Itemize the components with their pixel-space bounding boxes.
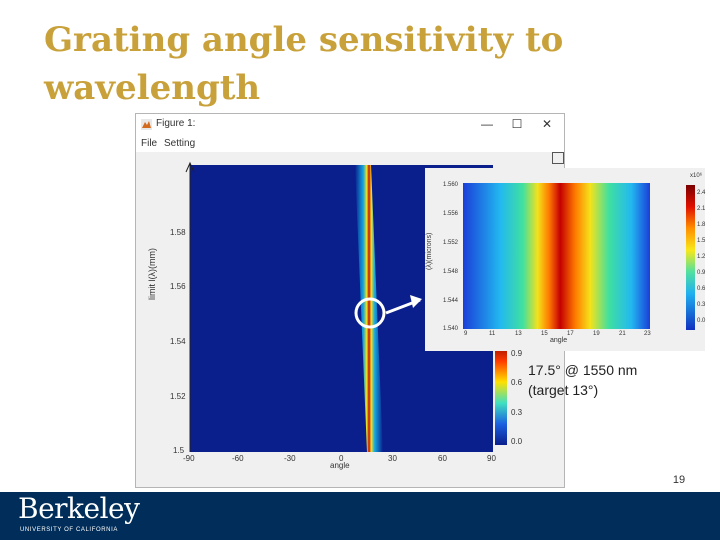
main-ytick: 1.52: [170, 392, 186, 401]
inset-colorbar-tick: 0.6: [697, 286, 706, 292]
inset-colorbar-tick: 1.2: [697, 254, 706, 260]
main-heatmap-band: [355, 165, 383, 452]
inset-colorbar-tick: 0.0: [697, 318, 706, 324]
main-ytick: 1.58: [170, 228, 186, 237]
inset-colorbar: [686, 185, 695, 330]
main-xtick: -60: [232, 454, 244, 463]
minimize-button[interactable]: —: [481, 117, 493, 131]
inset-colorbar-tick: 2.1: [697, 206, 706, 212]
inset-heatmap: [463, 183, 650, 329]
maximize-button[interactable]: ☐: [511, 117, 523, 131]
main-ytick: 1.5: [173, 446, 185, 455]
main-ytick: 1.56: [170, 282, 186, 291]
inset-ytick: 1.552: [443, 240, 459, 246]
inset-xtick: 13: [515, 331, 522, 337]
main-xtick: 90: [487, 454, 496, 463]
inset-colorbar-tick: 0.3: [697, 302, 706, 308]
inset-colorbar-tick: 2.4: [697, 190, 706, 196]
inset-colorbar-tick: 1.8: [697, 222, 706, 228]
page-number: 19: [672, 474, 686, 486]
inset-xtick: 15: [541, 331, 548, 337]
window-menubar: File Setting: [136, 136, 564, 152]
expand-icon[interactable]: [552, 152, 564, 164]
inset-xtick: 23: [644, 331, 651, 337]
main-ytick: 1.54: [170, 337, 186, 346]
footer-bar: [0, 492, 720, 540]
berkeley-logo-subtitle: UNIVERSITY OF CALIFORNIA: [20, 527, 118, 533]
close-button[interactable]: ✕: [541, 117, 553, 131]
main-ylabel: limit l(λ)(mm): [147, 248, 157, 300]
matlab-figure-icon: [141, 119, 152, 130]
main-xtick: 60: [438, 454, 447, 463]
main-xtick: -30: [284, 454, 296, 463]
inset-colorbar-tick: 0.9: [697, 270, 706, 276]
inset-ylabel: (λ)(microns): [426, 232, 433, 270]
inset-xtick: 9: [464, 331, 468, 337]
main-colorbar: [495, 340, 507, 445]
highlight-circle: [354, 297, 386, 329]
main-colorbar-tick: 0.3: [511, 408, 523, 417]
inset-xtick: 21: [619, 331, 626, 337]
inset-xlabel: angle: [550, 337, 568, 344]
window-titlebar: Figure 1: — ☐ ✕: [136, 114, 564, 136]
angle-annotation: 17.5° @ 1550 nm (target 13°): [528, 360, 637, 400]
inset-colorbar-tick: 1.5: [697, 238, 706, 244]
main-xtick: 0: [339, 454, 344, 463]
inset-colorbar-exponent: x10⁶: [690, 173, 703, 179]
inset-ytick: 1.548: [443, 269, 459, 275]
annotation-line-2: (target 13°): [528, 382, 599, 398]
main-colorbar-tick: 0.0: [511, 437, 523, 446]
main-colorbar-tick: 0.9: [511, 349, 523, 358]
inset-xtick: 19: [593, 331, 600, 337]
inset-xtick: 17: [567, 331, 574, 337]
main-colorbar-tick: 0.6: [511, 378, 523, 387]
window-title: Figure 1:: [156, 118, 196, 129]
inset-ytick: 1.560: [443, 182, 459, 188]
menu-setting[interactable]: Setting: [164, 138, 196, 149]
main-xtick: -90: [183, 454, 195, 463]
inset-ytick: 1.556: [443, 211, 459, 217]
inset-xtick: 11: [489, 331, 496, 337]
slide-title: Grating angle sensitivity to wavelength: [44, 20, 564, 108]
berkeley-logo: Berkeley: [18, 492, 140, 525]
inset-ytick: 1.540: [443, 326, 459, 332]
menu-file[interactable]: File: [141, 138, 158, 149]
main-xlabel: angle: [330, 461, 350, 470]
main-xtick: 30: [388, 454, 397, 463]
annotation-line-1: 17.5° @ 1550 nm: [528, 362, 638, 378]
inset-ytick: 1.544: [443, 298, 459, 304]
